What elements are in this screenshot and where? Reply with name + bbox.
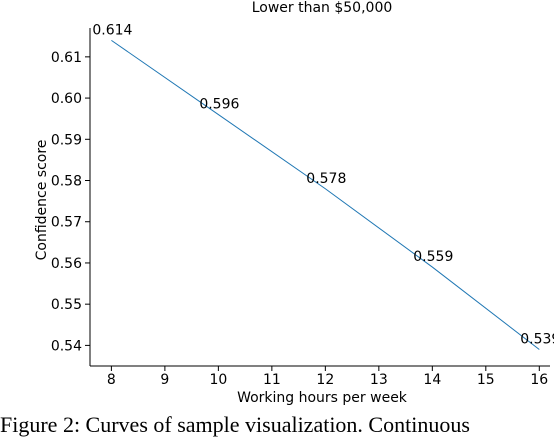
data-label: 0.559 — [413, 249, 453, 265]
y-axis-label: Confidence score — [34, 140, 50, 261]
y-tick-label: 0.61 — [51, 50, 82, 66]
x-ticks: 8 9 10 11 12 13 14 15 16 — [107, 366, 548, 388]
series-line — [111, 39, 540, 350]
x-tick-label: 15 — [477, 372, 495, 388]
x-tick-label: 11 — [263, 372, 281, 388]
data-label: 0.539 — [520, 332, 554, 348]
y-tick-label: 0.59 — [51, 132, 82, 148]
y-tick-label: 0.57 — [51, 215, 82, 231]
x-tick-label: 9 — [160, 372, 169, 388]
y-tick-label: 0.55 — [51, 297, 82, 313]
chart-title: Lower than $50,000 — [252, 0, 393, 16]
y-tick-label: 0.56 — [51, 256, 82, 272]
data-label: 0.614 — [92, 22, 132, 38]
line-chart: Lower than $50,000 8 9 10 11 12 13 14 15 16 0.54… — [34, 0, 554, 406]
data-labels: 0.614 0.596 0.578 0.559 0.539 — [92, 22, 554, 347]
x-tick-label: 8 — [107, 372, 116, 388]
data-label: 0.596 — [199, 97, 239, 113]
x-tick-label: 13 — [370, 372, 388, 388]
y-tick-label: 0.54 — [51, 338, 82, 354]
data-label: 0.578 — [306, 171, 346, 187]
figure-caption: Figure 2: Curves of sample visualization… — [0, 412, 470, 437]
y-tick-label: 0.58 — [51, 174, 82, 190]
x-tick-label: 16 — [530, 372, 548, 388]
x-axis-label: Working hours per week — [237, 390, 408, 406]
y-ticks: 0.54 0.55 0.56 0.57 0.58 0.59 0.60 0.61 — [51, 50, 90, 354]
y-tick-label: 0.60 — [51, 91, 82, 107]
x-tick-label: 10 — [209, 372, 227, 388]
x-tick-label: 14 — [423, 372, 441, 388]
x-tick-label: 12 — [316, 372, 334, 388]
